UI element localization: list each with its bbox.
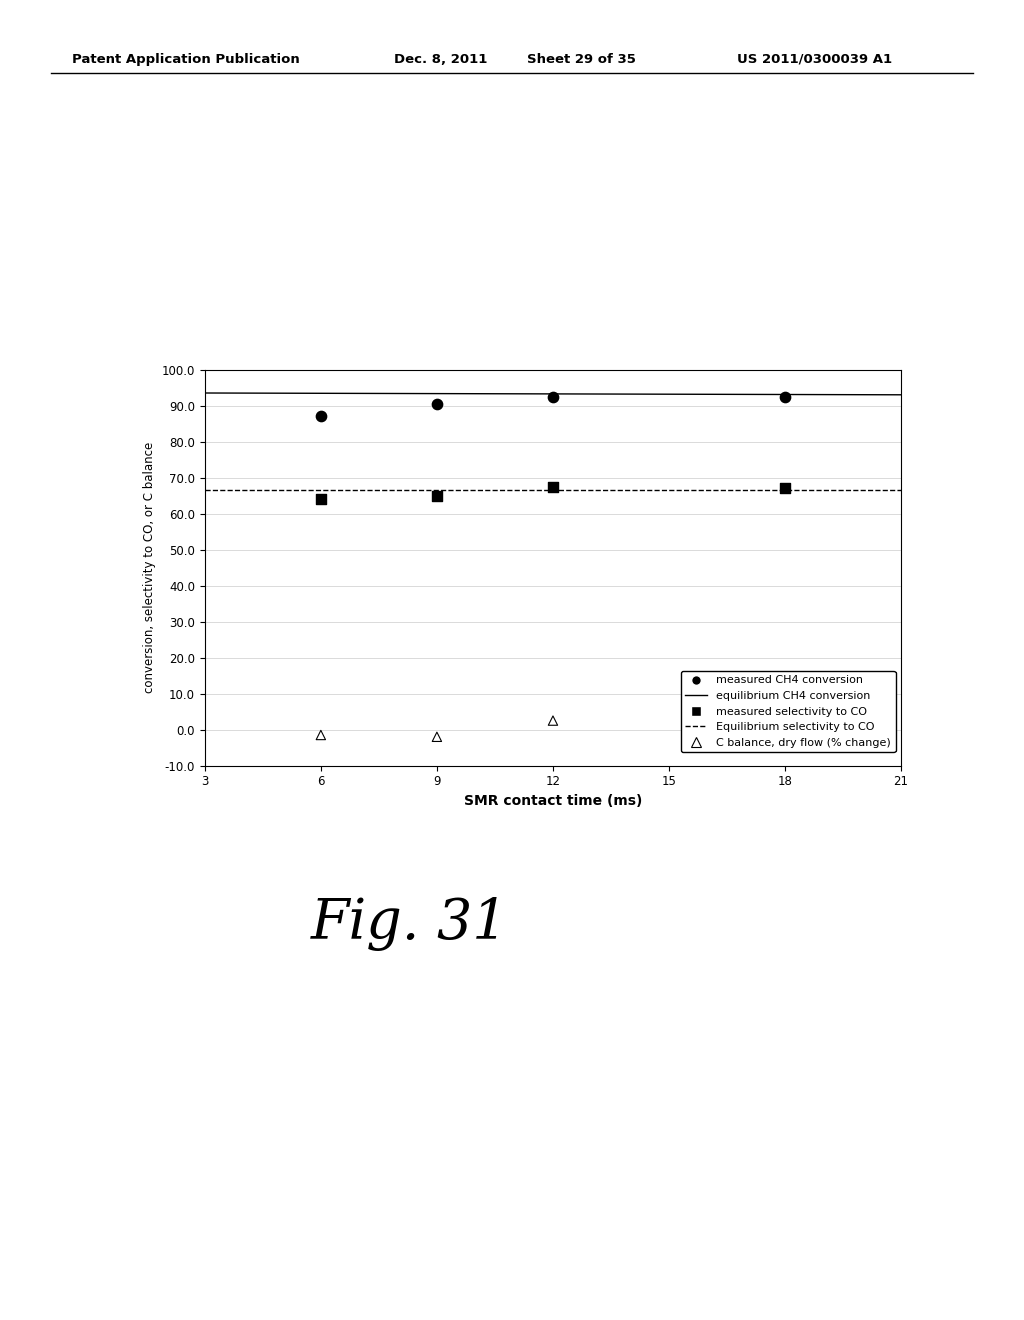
Point (429, 393, 445, 414)
Text: US 2011/0300039 A1: US 2011/0300039 A1 (737, 53, 892, 66)
Point (777, 478, 794, 499)
Point (429, 484, 445, 506)
Point (312, 725, 329, 746)
Legend: measured CH4 conversion, equilibrium CH4 conversion, measured selectivity to CO,: measured CH4 conversion, equilibrium CH4… (681, 671, 896, 752)
Point (312, 488, 329, 510)
Point (545, 477, 561, 498)
Point (545, 710, 561, 731)
Point (777, 385, 794, 407)
Text: Sheet 29 of 35: Sheet 29 of 35 (527, 53, 636, 66)
Text: Fig. 31: Fig. 31 (311, 896, 508, 952)
Point (777, 700, 794, 721)
X-axis label: SMR contact time (ms): SMR contact time (ms) (464, 793, 642, 808)
Text: Dec. 8, 2011: Dec. 8, 2011 (394, 53, 487, 66)
Point (545, 385, 561, 407)
Point (429, 726, 445, 747)
Y-axis label: conversion, selectivity to CO, or C balance: conversion, selectivity to CO, or C bala… (143, 442, 156, 693)
Text: Patent Application Publication: Patent Application Publication (72, 53, 299, 66)
Point (312, 405, 329, 426)
